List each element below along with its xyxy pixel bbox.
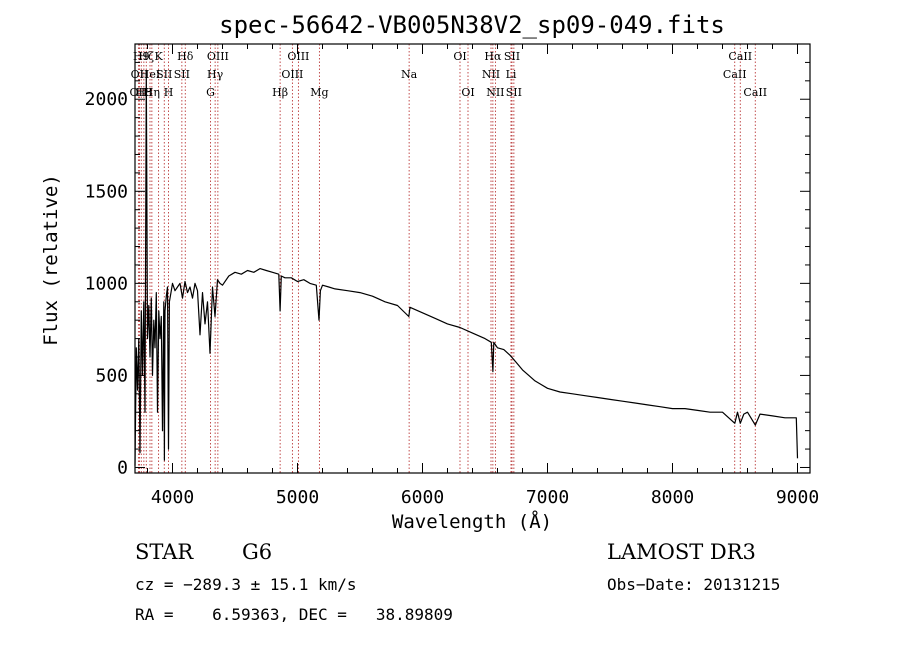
y-tick-label: 1500 <box>85 181 128 202</box>
x-tick-label: 4000 <box>151 487 194 508</box>
y-tick-label: 2000 <box>85 89 128 110</box>
spectral-line-label: Li <box>506 68 517 81</box>
y-tick-label: 0 <box>117 457 128 478</box>
spectral-line-label: H <box>164 86 174 99</box>
spectral-line-label: Hβ <box>272 86 288 99</box>
coordinates: RA = 6.59363, DEC = 38.89809 <box>135 605 453 624</box>
spectral-line-label: Mg <box>310 86 328 99</box>
x-tick-label: 5000 <box>276 487 319 508</box>
y-tick-label: 500 <box>95 365 128 386</box>
spectral-line-label: SII <box>174 68 190 81</box>
spectral-line-label: Hζ <box>138 50 154 63</box>
spectral-line-label: OI <box>461 86 474 99</box>
spectral-line-label: Hγ <box>207 68 224 81</box>
y-axis-ticks: 0 500 1000 1500 2000 <box>85 61 810 478</box>
obs-date: Obs−Date: 20131215 <box>607 575 781 594</box>
spectral-line-label: OIII <box>281 68 303 81</box>
chart-title: spec-56642-VB005N38V2_sp09-049.fits <box>219 11 725 39</box>
spectral-line-label: CaII <box>728 50 752 63</box>
spectral-line-label: Hδ <box>177 50 194 63</box>
x-axis-label: Wavelength (Å) <box>392 510 552 533</box>
spectral-line-labels: OIIOIIH9H8HζHeIHηKSIIHHδSIIGHγOIIIHβOIII… <box>130 50 768 99</box>
x-tick-label: 7000 <box>526 487 569 508</box>
y-axis-label: Flux (relative) <box>40 174 62 346</box>
spectral-line-label: Hα <box>484 50 502 63</box>
spectral-line-label: OIII <box>207 50 229 63</box>
x-tick-label: 9000 <box>776 487 819 508</box>
survey-name: LAMOST DR3 <box>607 540 756 564</box>
spectral-line-label: SII <box>156 68 172 81</box>
spectral-line-label: OII <box>130 86 148 99</box>
spectral-line-label: G <box>206 86 215 99</box>
spectral-line-label: K <box>155 50 164 63</box>
spectral-line-label: Na <box>401 68 418 81</box>
spectral-line-label: HeI <box>140 68 160 81</box>
spectral-line-label: SII <box>504 50 520 63</box>
y-tick-label: 1000 <box>85 273 128 294</box>
spectral-line-label: Hη <box>144 86 160 99</box>
spectral-line-label: NII <box>486 86 504 99</box>
x-tick-label: 6000 <box>401 487 444 508</box>
x-axis-ticks: 4000 5000 6000 7000 8000 9000 <box>147 44 819 508</box>
x-tick-label: 8000 <box>651 487 694 508</box>
object-class: STAR <box>135 540 194 564</box>
spectral-line-label: SII <box>506 86 522 99</box>
object-subclass: G6 <box>242 540 273 564</box>
spectral-line-label: NII <box>482 68 500 81</box>
spectral-line-label: OIII <box>287 50 309 63</box>
spectral-line-label: H9 <box>133 50 150 63</box>
plot-frame <box>134 43 811 474</box>
spectral-line-markers <box>137 44 756 473</box>
spectral-line-label: CaII <box>723 68 747 81</box>
spectral-line-label: OI <box>453 50 466 63</box>
spectral-line-label: CaII <box>743 86 767 99</box>
spectral-line-label: H8 <box>136 86 153 99</box>
spectrum-series <box>134 71 799 466</box>
redshift-readout: cz = −289.3 ± 15.1 km/s <box>135 575 357 594</box>
